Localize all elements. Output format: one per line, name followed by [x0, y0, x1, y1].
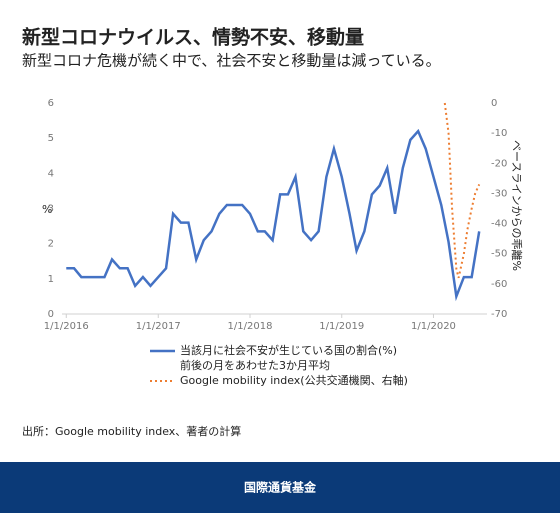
footer-band [0, 462, 560, 513]
y2-tick-label: -30 [491, 188, 507, 199]
y2-tick-label: -50 [491, 249, 507, 260]
chart-subtitle: 新型コロナ危機が続く中で、社会不安と移動量は減っている。 [22, 52, 441, 70]
x-tick-label: 1/1/2018 [228, 321, 273, 332]
x-tick-label: 1/1/2016 [44, 321, 89, 332]
y-tick-label: 6 [48, 98, 54, 109]
footer-text: 国際通貨基金 [244, 480, 317, 495]
y-tick-label: 5 [48, 133, 54, 144]
y-tick-label: 2 [48, 239, 54, 250]
legend-label: Google mobility index(公共交通機関、右軸) [180, 373, 408, 387]
y2-tick-label: -40 [491, 219, 507, 230]
y-tick-label: 0 [48, 309, 54, 320]
y-axis-label: % [42, 203, 52, 216]
legend-label: 当該月に社会不安が生じている国の割合(%)前後の月をあわせた3か月平均 [180, 343, 397, 372]
y-tick-label: 1 [48, 274, 54, 285]
y-tick-label: 4 [48, 168, 54, 179]
x-tick-label: 1/1/2020 [411, 321, 456, 332]
y2-axis-label: ベースラインからの乖離% [510, 140, 524, 271]
series-line [66, 128, 481, 302]
y2-tick-label: -10 [491, 128, 507, 139]
source-note: 出所：Google mobility index、著者の計算 [22, 424, 241, 438]
y2-tick-label: -70 [491, 309, 507, 320]
y2-tick-label: -20 [491, 158, 507, 169]
chart-title: 新型コロナウイルス、情勢不安、移動量 [22, 26, 364, 49]
x-tick-label: 1/1/2019 [319, 321, 364, 332]
y-tick-label: 3 [48, 204, 54, 215]
x-tick-label: 1/1/2017 [136, 321, 181, 332]
y2-tick-label: 0 [491, 98, 497, 109]
y2-tick-label: -60 [491, 279, 507, 290]
